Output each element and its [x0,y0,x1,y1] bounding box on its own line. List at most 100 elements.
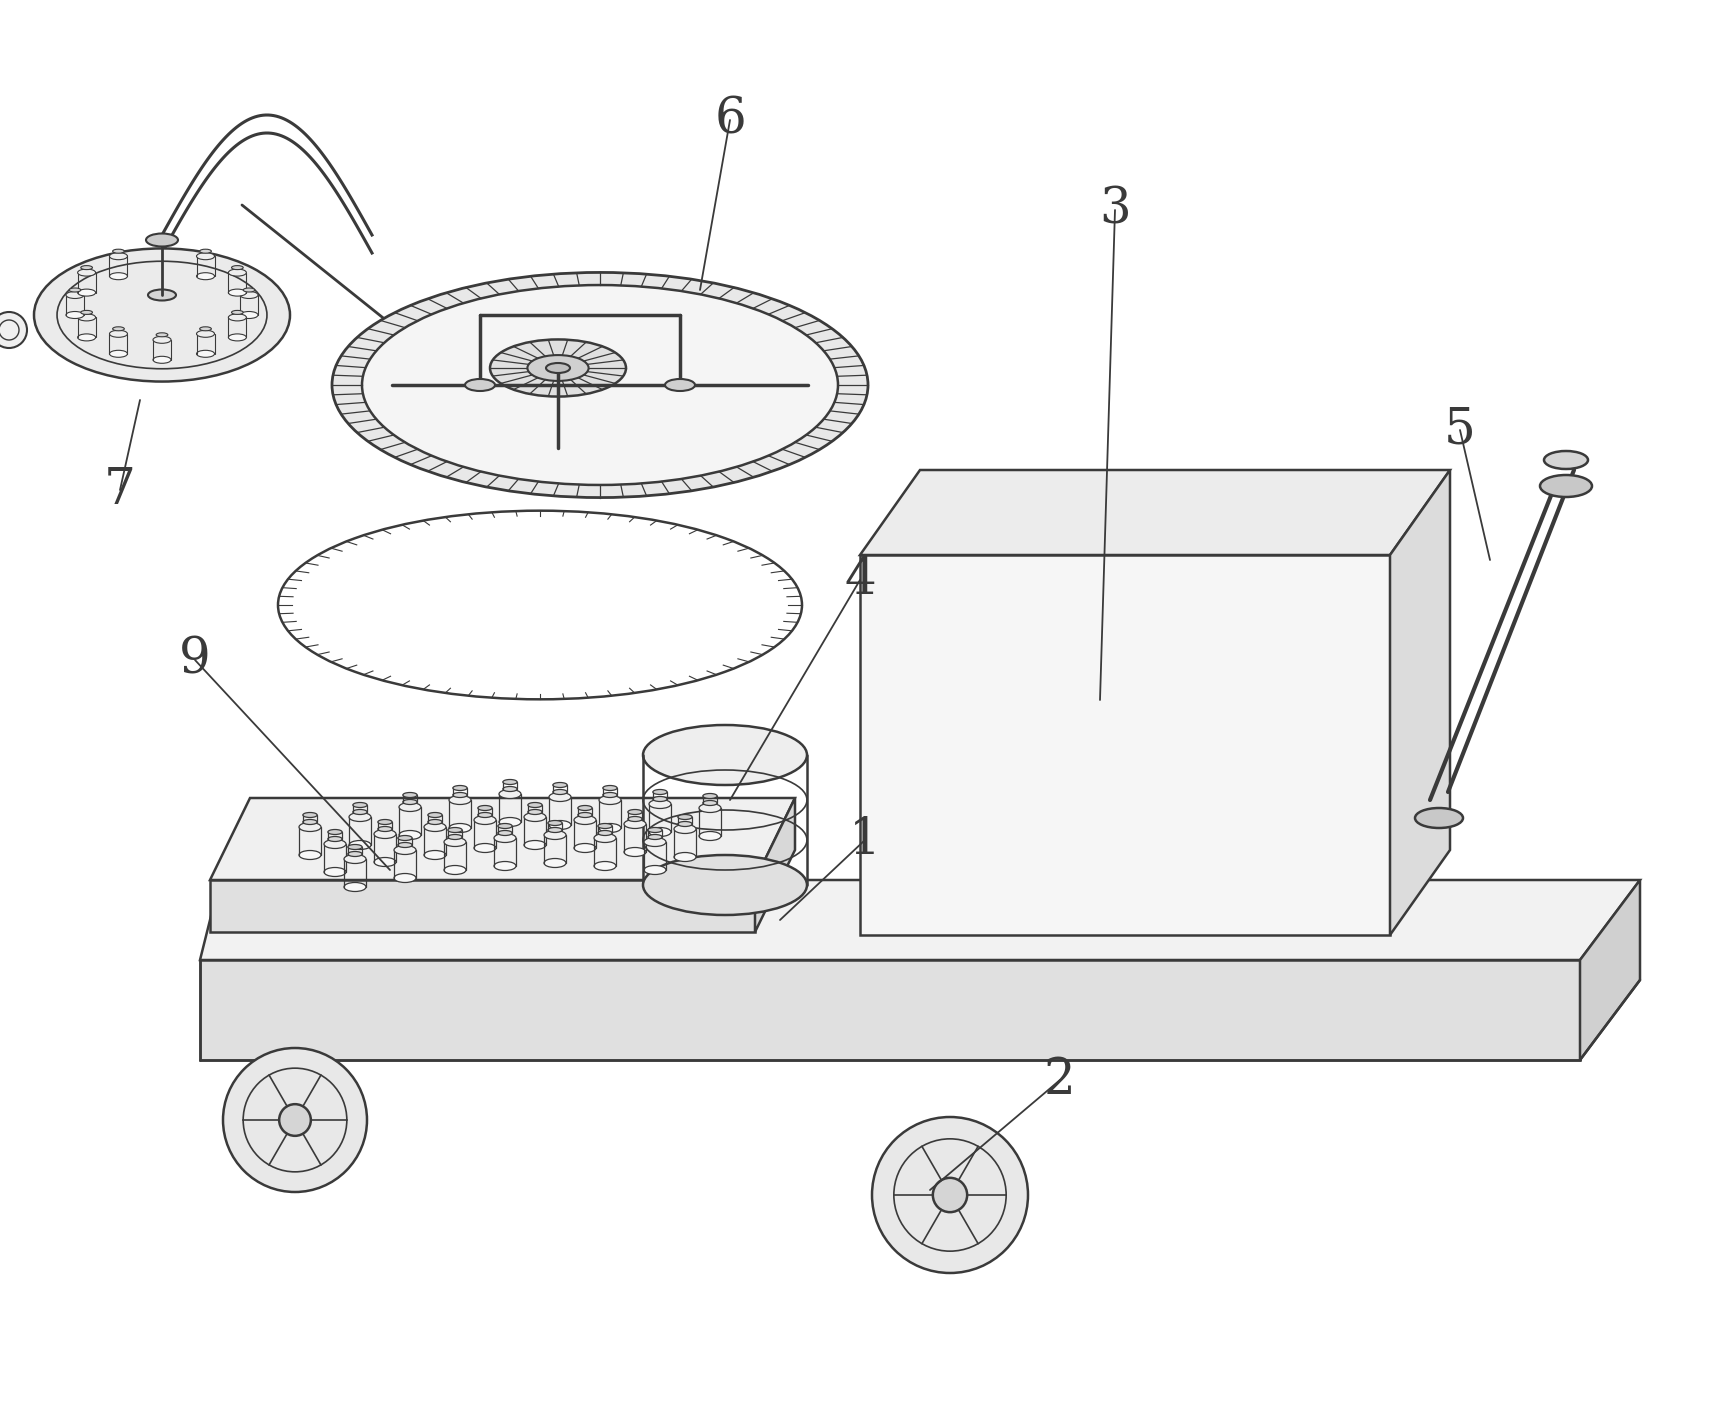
Ellipse shape [474,815,497,825]
Ellipse shape [649,828,671,836]
Ellipse shape [228,314,246,321]
Text: 1: 1 [849,815,881,864]
Ellipse shape [66,291,85,298]
Ellipse shape [394,873,415,883]
Text: 2: 2 [1043,1055,1076,1105]
Ellipse shape [678,821,692,827]
Ellipse shape [932,1178,967,1212]
Ellipse shape [303,820,317,825]
Ellipse shape [199,326,211,331]
Ellipse shape [403,800,417,804]
Ellipse shape [664,380,695,391]
Ellipse shape [628,810,642,814]
Ellipse shape [644,838,666,846]
Text: 3: 3 [1099,185,1130,235]
Ellipse shape [69,289,81,291]
Ellipse shape [498,831,512,835]
Ellipse shape [199,249,211,254]
Ellipse shape [474,843,497,852]
Ellipse shape [574,843,595,852]
Ellipse shape [602,786,618,790]
Ellipse shape [156,333,168,336]
Ellipse shape [374,857,396,866]
Ellipse shape [78,314,95,321]
Ellipse shape [353,810,367,814]
Ellipse shape [78,269,95,276]
Ellipse shape [353,803,367,807]
Polygon shape [209,799,794,880]
Ellipse shape [228,289,246,296]
Ellipse shape [240,291,258,298]
Ellipse shape [349,813,370,821]
Ellipse shape [348,852,362,856]
Ellipse shape [702,793,716,799]
Ellipse shape [400,803,420,811]
Ellipse shape [394,845,415,855]
Ellipse shape [299,850,320,859]
Ellipse shape [448,824,471,832]
Ellipse shape [647,828,663,832]
Polygon shape [201,880,1638,960]
Ellipse shape [498,824,512,828]
Ellipse shape [528,803,541,807]
Ellipse shape [109,331,128,338]
Ellipse shape [647,835,663,839]
Ellipse shape [223,1048,367,1192]
Ellipse shape [498,790,521,799]
Ellipse shape [362,284,837,485]
Polygon shape [209,880,754,932]
Ellipse shape [699,804,721,813]
Ellipse shape [35,248,291,381]
Ellipse shape [477,806,491,811]
Ellipse shape [524,841,545,849]
Ellipse shape [197,252,215,259]
Ellipse shape [623,820,645,828]
Ellipse shape [543,831,566,839]
Ellipse shape [597,824,612,828]
Ellipse shape [109,252,128,259]
Ellipse shape [673,825,695,834]
Ellipse shape [348,845,362,849]
Ellipse shape [349,841,370,849]
Ellipse shape [344,883,365,891]
Ellipse shape [197,350,215,357]
Ellipse shape [543,859,566,867]
Ellipse shape [448,835,462,839]
Ellipse shape [477,813,491,818]
Ellipse shape [303,813,317,818]
Ellipse shape [593,862,616,870]
Ellipse shape [652,797,666,801]
Ellipse shape [548,793,571,801]
Ellipse shape [699,832,721,841]
Ellipse shape [448,828,462,832]
Text: 4: 4 [844,555,875,605]
Ellipse shape [642,855,806,915]
Ellipse shape [649,800,671,808]
Ellipse shape [597,831,612,835]
Text: 7: 7 [104,465,137,514]
Polygon shape [1579,880,1638,1061]
Ellipse shape [112,326,125,331]
Ellipse shape [279,1104,311,1136]
Ellipse shape [427,813,441,818]
Ellipse shape [232,266,244,269]
Ellipse shape [628,817,642,821]
Ellipse shape [403,793,417,797]
Ellipse shape [109,273,128,280]
Ellipse shape [145,234,178,247]
Ellipse shape [443,838,465,846]
Polygon shape [1389,469,1450,934]
Ellipse shape [465,380,495,391]
Ellipse shape [502,786,517,792]
Ellipse shape [152,336,171,343]
Ellipse shape [81,266,92,269]
Ellipse shape [377,827,393,832]
Ellipse shape [242,289,254,291]
Ellipse shape [232,311,244,314]
Ellipse shape [490,339,626,396]
Ellipse shape [443,866,465,874]
Ellipse shape [398,835,412,841]
Ellipse shape [578,813,592,818]
Ellipse shape [1543,451,1586,469]
Ellipse shape [66,311,85,318]
